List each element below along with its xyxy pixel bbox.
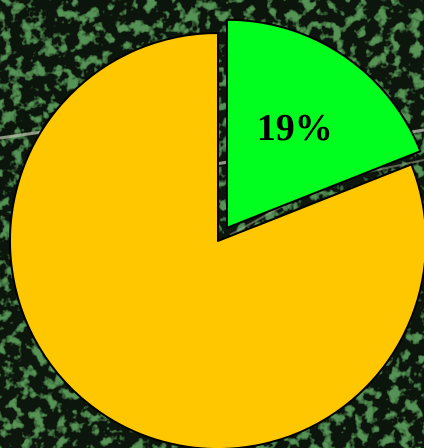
pie-labels: 19%: [257, 107, 333, 149]
pie-slice-0: [225, 18, 422, 229]
pie-slices: [9, 18, 424, 448]
slice-label-0: 19%: [257, 107, 333, 149]
pie-slice-1: [9, 32, 424, 448]
